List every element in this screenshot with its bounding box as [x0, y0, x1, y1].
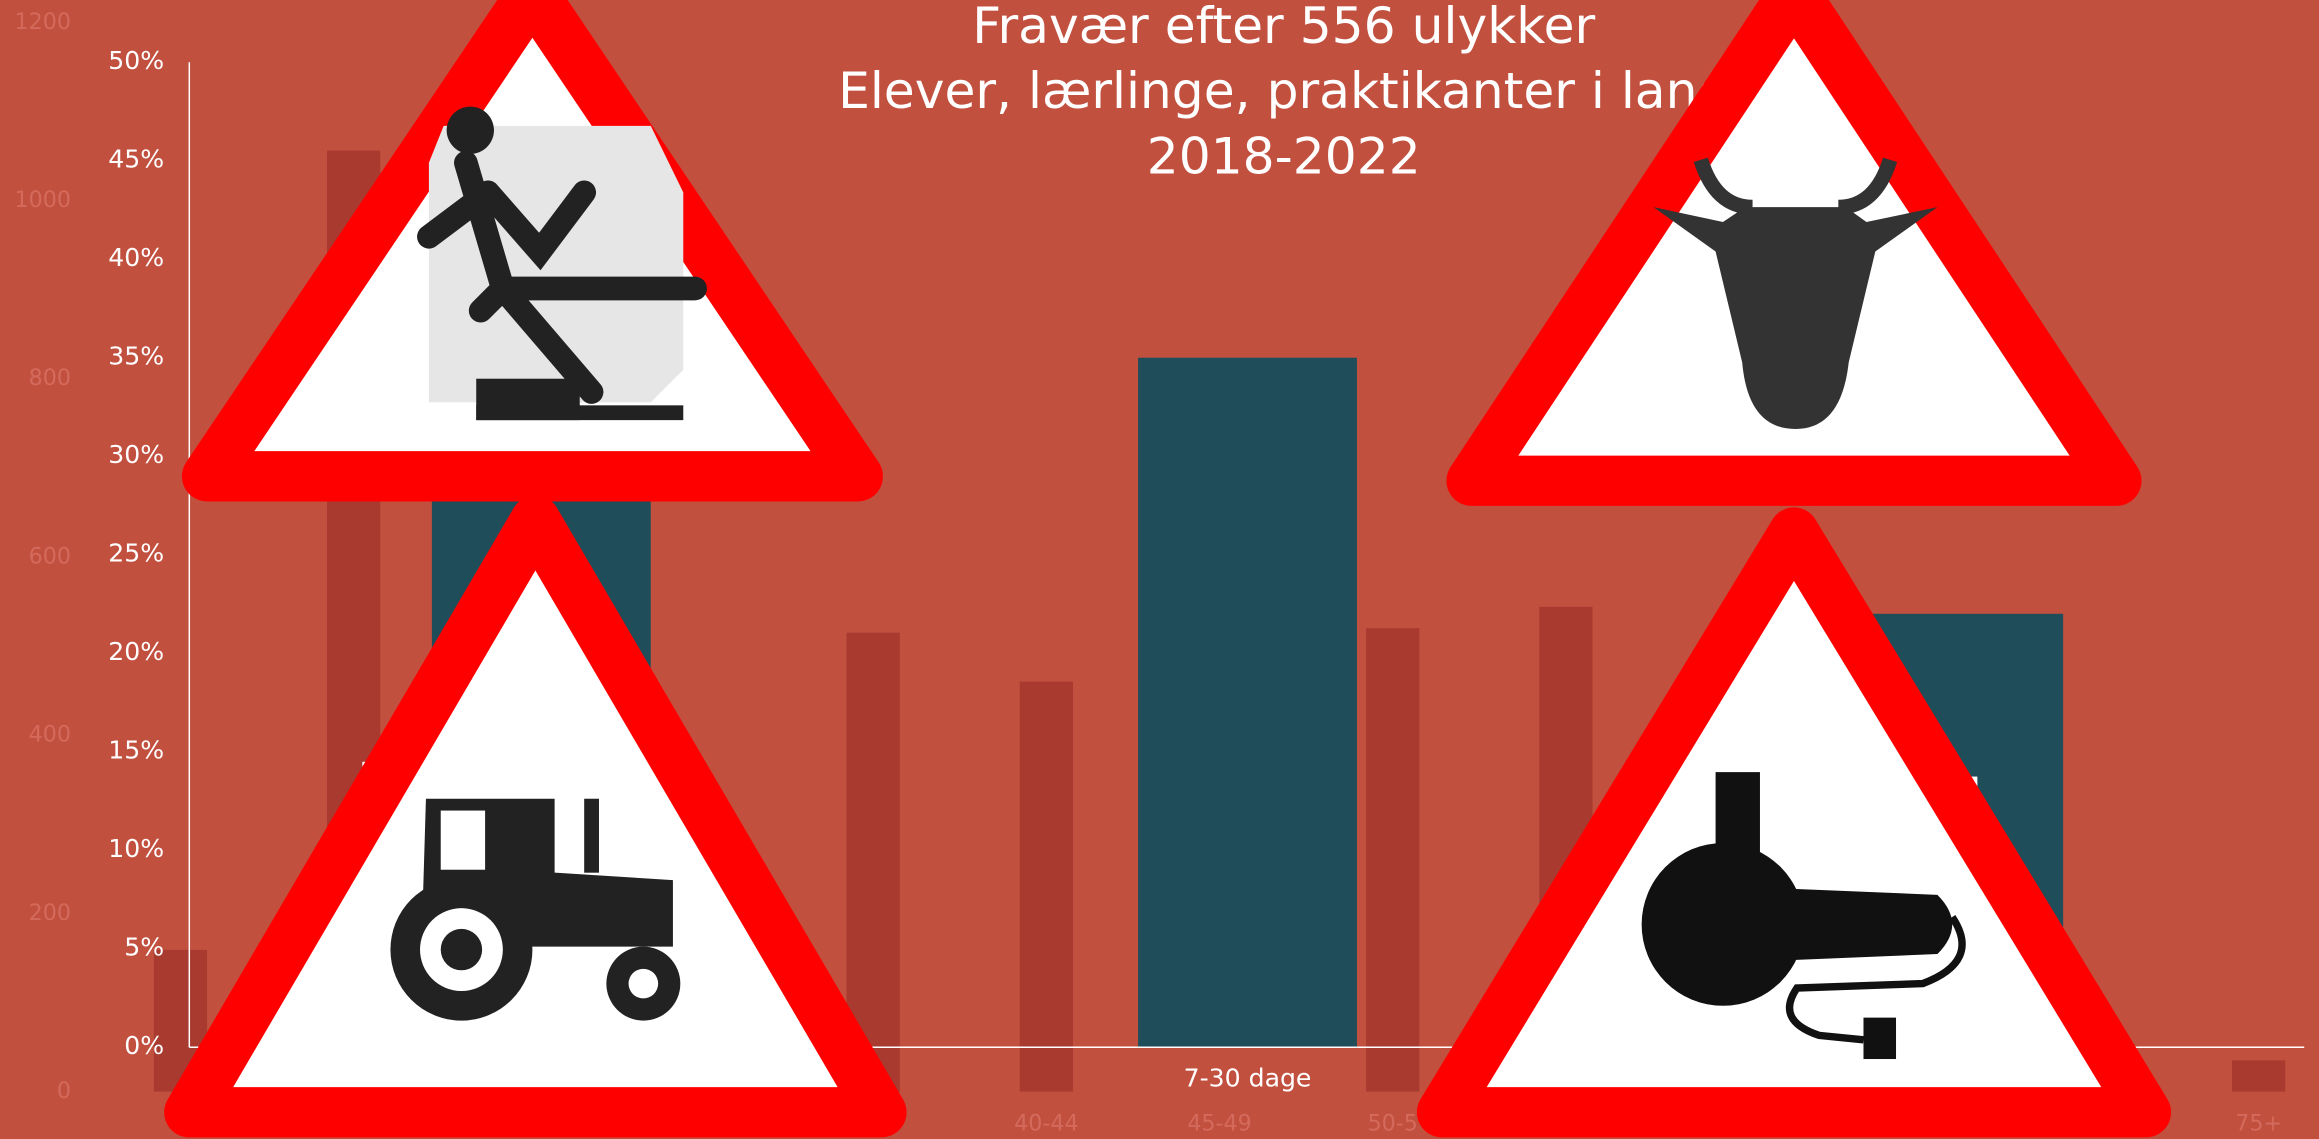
- chart-title: 2018-2022: [1147, 126, 1421, 185]
- bar: [1020, 682, 1073, 1092]
- y-tick-label: 0: [57, 1078, 71, 1104]
- chart: 0 200 400 600 800 1000 1200 40-44 45-49 50-5 75+ 0…: [0, 0, 2319, 1139]
- y-tick-label: 15%: [108, 736, 164, 765]
- bar: [2232, 1060, 2285, 1091]
- x-tick-label: 40-44: [1014, 1111, 1078, 1137]
- y-tick-label: 35%: [108, 342, 164, 371]
- page: 0 200 400 600 800 1000 1200 40-44 45-49 50-5 75+ 0…: [0, 0, 2319, 1139]
- x-tick-label: 45-49: [1187, 1111, 1251, 1137]
- y-tick-label: 45%: [108, 145, 164, 174]
- x-tick-label: 7-30 dage: [1184, 1064, 1312, 1093]
- y-tick-label: 25%: [108, 539, 164, 568]
- y-tick-label: 800: [29, 365, 71, 391]
- bar: [1138, 358, 1357, 1047]
- chart-title: Elever, lærlinge, praktikanter i land: [838, 61, 1729, 120]
- y-tick-label: 20%: [108, 637, 164, 666]
- y-tick-label: 30%: [108, 440, 164, 469]
- y-tick-label: 600: [29, 543, 71, 569]
- y-tick-label: 10%: [108, 834, 164, 863]
- y-tick-label: 50%: [108, 46, 164, 75]
- y-tick-label: 40%: [108, 243, 164, 272]
- y-tick-label: 5%: [124, 933, 164, 962]
- y-tick-label: 1200: [15, 9, 71, 35]
- y-tick-label: 1000: [15, 187, 71, 213]
- y-tick-label: 400: [29, 722, 71, 748]
- x-tick-label: 75+: [2235, 1111, 2282, 1137]
- x-tick-label: 50-5: [1368, 1111, 1418, 1137]
- chart-title: Fravær efter 556 ulykker: [972, 0, 1595, 55]
- y-tick-label: 0%: [124, 1031, 164, 1060]
- y-tick-label: 200: [29, 900, 71, 926]
- bar: [1366, 628, 1419, 1091]
